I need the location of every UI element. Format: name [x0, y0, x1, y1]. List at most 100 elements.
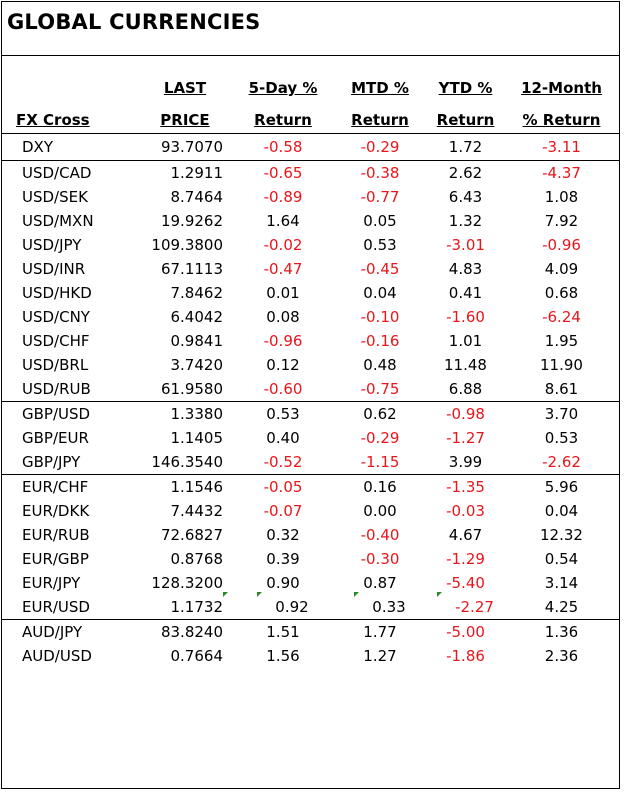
fx-cross-cell: USD/MXN [22, 212, 94, 230]
header-fx-cross: FX Cross [16, 111, 90, 129]
header-5day-line1: 5-Day % [248, 79, 318, 97]
return-ytd-cell: 1.72 [427, 133, 504, 161]
fx-cross-cell: DXY [2, 133, 137, 161]
return-5day-cell: -0.58 [233, 133, 333, 161]
return-mtd-cell: -0.10 [360, 308, 400, 326]
header-fx-cross-spacer [2, 60, 137, 97]
last-price-cell: 1.3380 [137, 401, 233, 426]
return-mtd-cell: 0.33 [354, 592, 406, 616]
return-5day-cell: 0.90 [266, 574, 300, 592]
fx-cross-cell: EUR/JPY [22, 574, 81, 592]
fx-cross-cell: GBP/USD [2, 401, 137, 426]
table-row: GBP/USD 1.3380 0.53 0.62 -0.98 3.70 [2, 401, 619, 426]
return-mtd-cell: -0.75 [360, 380, 400, 398]
return-mtd-cell: -0.40 [360, 526, 400, 544]
return-ytd-cell: -1.35 [427, 474, 504, 499]
return-mtd-cell: 0.00 [363, 502, 397, 520]
table-row: EUR/JPY 128.3200 0.90 0.87 -5.40 3.14 [2, 571, 619, 595]
return-mtd-cell: -0.29 [360, 429, 400, 447]
return-ytd-cell: -1.86 [446, 647, 485, 665]
return-mtd-cell: 0.16 [333, 474, 427, 499]
return-ytd-cell: 6.88 [448, 380, 483, 398]
return-mtd-cell: -0.30 [360, 550, 400, 568]
return-12month-cell: 7.92 [544, 212, 579, 230]
return-5day-cell: 0.32 [266, 526, 300, 544]
return-ytd-cell: -0.03 [446, 502, 485, 520]
last-price-cell: 128.3200 [151, 574, 223, 592]
return-5day-cell: -0.96 [263, 332, 303, 350]
return-5day-cell: 0.39 [266, 550, 300, 568]
last-price-cell: 7.4432 [170, 502, 224, 520]
header-ytd-line1: YTD % [438, 79, 493, 97]
return-5day-cell: 0.92 [257, 592, 309, 616]
table-row: AUD/JPY 83.8240 1.51 1.77 -5.00 1.36 [2, 619, 619, 644]
return-12month-cell: 5.96 [504, 474, 619, 499]
fx-cross-cell: USD/CAD [2, 160, 137, 185]
return-ytd-cell: -1.29 [446, 550, 485, 568]
return-mtd-cell: 1.27 [363, 647, 397, 665]
return-5day-cell: -0.65 [233, 160, 333, 185]
return-12month-cell: 4.09 [544, 260, 579, 278]
fx-cross-cell: USD/BRL [22, 356, 89, 374]
fx-cross-cell: EUR/GBP [22, 550, 89, 568]
return-mtd-cell: -0.45 [360, 260, 400, 278]
table-row: USD/BRL 3.7420 0.12 0.48 11.48 11.90 [2, 353, 619, 377]
currencies-table: LAST 5-Day % MTD % YTD % 12-Month FX Cro… [2, 60, 619, 668]
last-price-cell: 67.1113 [160, 260, 223, 278]
return-ytd-cell: 4.67 [448, 526, 483, 544]
return-mtd-cell: -0.29 [333, 133, 427, 161]
return-12month-cell: 3.14 [544, 574, 579, 592]
return-12month-cell: 4.25 [544, 598, 579, 616]
return-5day-cell: 0.01 [266, 284, 300, 302]
header-12month-line1: 12-Month [521, 79, 602, 97]
return-12month-cell: 0.68 [544, 284, 579, 302]
last-price-cell: 72.6827 [160, 526, 223, 544]
table-row: USD/INR 67.1113 -0.47 -0.45 4.83 4.09 [2, 257, 619, 281]
last-price-cell: 1.1546 [137, 474, 233, 499]
return-ytd-cell: 6.43 [448, 188, 483, 206]
return-12month-cell: -6.24 [542, 308, 581, 326]
last-price-cell: 109.3800 [151, 236, 223, 254]
return-5day-cell: -0.05 [233, 474, 333, 499]
return-mtd-cell: 0.53 [363, 236, 397, 254]
return-12month-cell: -3.11 [504, 133, 619, 161]
return-5day-cell: 0.08 [266, 308, 300, 326]
last-price-cell: 7.8462 [170, 284, 224, 302]
return-5day-cell: -0.47 [263, 260, 303, 278]
fx-cross-cell: USD/SEK [22, 188, 88, 206]
return-5day-cell: 0.40 [266, 429, 300, 447]
last-price-cell: 61.9580 [160, 380, 223, 398]
table-row: EUR/GBP 0.8768 0.39 -0.30 -1.29 0.54 [2, 547, 619, 571]
fx-cross-cell: EUR/USD [22, 598, 90, 616]
table-row: USD/SEK 8.7464 -0.89 -0.77 6.43 1.08 [2, 185, 619, 209]
return-mtd-cell: -0.77 [360, 188, 400, 206]
return-mtd-cell: 0.48 [363, 356, 397, 374]
return-12month-cell: 8.61 [544, 380, 579, 398]
return-12month-cell: 2.36 [544, 647, 579, 665]
return-12month-cell: 1.08 [544, 188, 579, 206]
return-12month-cell: 0.53 [544, 429, 579, 447]
return-12month-cell: -4.37 [504, 160, 619, 185]
fx-cross-cell: USD/JPY [22, 236, 82, 254]
table-row: GBP/JPY 146.3540 -0.52 -1.15 3.99 -2.62 [2, 450, 619, 475]
return-5day-cell: 0.12 [266, 356, 300, 374]
return-mtd-cell: 0.05 [363, 212, 397, 230]
table-row: EUR/CHF 1.1546 -0.05 0.16 -1.35 5.96 [2, 474, 619, 499]
last-price-cell: 146.3540 [151, 453, 223, 471]
last-price-cell: 19.9262 [160, 212, 223, 230]
fx-cross-cell: GBP/EUR [22, 429, 89, 447]
table-header: LAST 5-Day % MTD % YTD % 12-Month FX Cro… [2, 60, 619, 134]
return-5day-cell: 0.53 [233, 401, 333, 426]
last-price-cell: 3.7420 [170, 356, 224, 374]
return-12month-cell: 3.70 [504, 401, 619, 426]
header-last-line1: LAST [163, 79, 207, 97]
return-ytd-cell: 4.83 [448, 260, 483, 278]
return-12month-cell: 11.90 [540, 356, 583, 374]
fx-cross-cell: USD/RUB [22, 380, 91, 398]
last-price-cell: 93.7070 [137, 133, 233, 161]
header-12month-line2: % Return [522, 111, 601, 129]
return-5day-cell: 1.51 [233, 619, 333, 644]
return-12month-cell: 1.95 [544, 332, 579, 350]
return-ytd-cell: 1.01 [448, 332, 483, 350]
return-ytd-cell: 2.62 [427, 160, 504, 185]
